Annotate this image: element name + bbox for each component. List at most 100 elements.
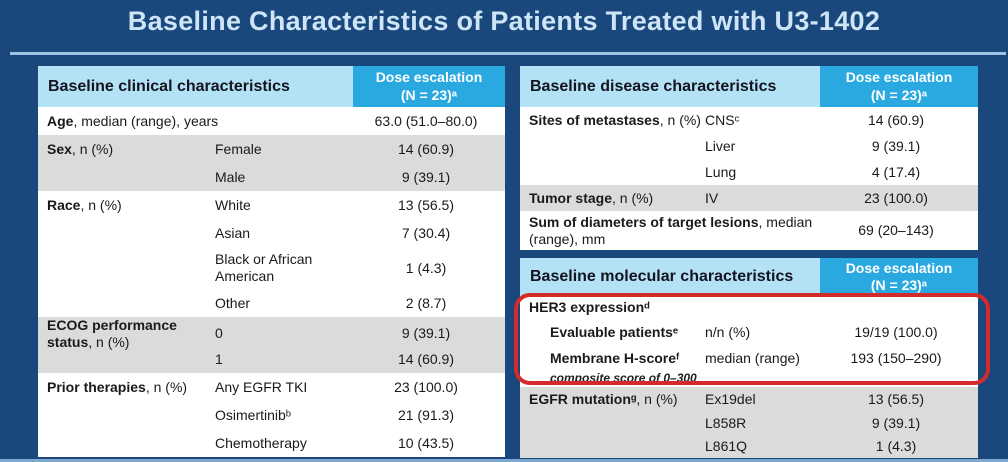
row-label: Evaluable patientsᵉ [550,324,679,341]
row-value: 1 (4.3) [405,259,447,276]
table-row: composite score of 0–300 [520,370,978,387]
row-sublabel: Lung [705,163,737,180]
row-label [38,247,215,289]
row-value: 69 (20–143) [858,222,934,239]
row-value: 9 (39.1) [871,137,921,154]
table-row: Membrane H-scoreᶠ median (range) 193 (150–… [520,346,978,370]
row-value: 13 (56.5) [397,196,455,213]
row-sublabel: Female [215,140,262,157]
row-value: 193 (150–290) [850,349,942,366]
row-value: 21 (91.3) [397,406,455,423]
row-sublabel: 1 [215,350,223,367]
row-label [520,133,705,159]
row-sublabel: n/n (%) [705,324,751,341]
table-header-row: Baseline molecular characteristics Dose … [520,258,978,296]
row-sublabel: Chemotherapy [215,434,307,451]
row-value: 9 (39.1) [871,414,921,431]
row-sublabel: Asian [215,224,251,241]
table-row: Liver 9 (39.1) [520,133,978,159]
row-label [38,429,215,457]
table-row: Male 9 (39.1) [38,163,505,191]
table-title: Baseline disease characteristics [520,66,820,107]
table-row: Race, n (%) White 13 (56.5) [38,191,505,219]
row-note: composite score of 0–300 [550,371,697,386]
row-label: Prior therapies, n (%) [47,378,188,395]
title-underline [10,52,1006,55]
row-label: Sex, n (%) [47,140,114,157]
table-title: Baseline clinical characteristics [38,66,353,107]
dose-escalation-n: (N = 23)ᵃ [870,277,928,293]
row-value: 7 (30.4) [401,224,451,241]
table-body: HER3 expressionᵈ Evaluable patientsᵉ n/n (… [520,296,978,458]
table-row: Age, median (range), years 63.0 (51.0–80.… [38,107,505,135]
row-label: Sum of diameters of target lesions, medi… [529,213,813,247]
row-label: Tumor stage, n (%) [529,189,654,206]
row-sublabel: Ex19del [705,390,756,407]
table-row: Sex, n (%) Female 14 (60.9) [38,135,505,163]
row-sublabel: IV [705,189,719,206]
table-header-row: Baseline clinical characteristics Dose e… [38,66,505,107]
table-body: Age, median (range), years 63.0 (51.0–80.… [38,107,505,457]
row-label [38,289,215,317]
table-row: HER3 expressionᵈ [520,296,978,319]
row-value: 23 (100.0) [394,378,458,395]
row-label [38,219,215,247]
row-label [38,401,215,429]
page-title: Baseline Characteristics of Patients Tre… [127,6,881,36]
slide-bottom-border [0,459,1008,462]
row-label: Race, n (%) [47,196,122,213]
row-sublabel: Liver [705,137,736,154]
table-row: Evaluable patientsᵉ n/n (%) 19/19 (100.0) [520,319,978,346]
table-row: Sites of metastases, n (%) CNSᶜ 14 (60.9) [520,107,978,133]
row-sublabel: median (range) [705,349,800,366]
dose-escalation-label: Dose escalation [845,259,953,276]
row-value: 1 (4.3) [875,438,917,455]
table-row: Other 2 (8.7) [38,289,505,317]
row-value: 63.0 (51.0–80.0) [374,112,478,129]
row-label: EGFR mutationᵍ, n (%) [529,390,678,407]
table-row: L861Q 1 (4.3) [520,435,978,458]
row-value: 14 (60.9) [867,111,925,128]
row-label [520,159,705,185]
row-sublabel: Any EGFR TKI [215,378,308,395]
table-row: L858R 9 (39.1) [520,411,978,435]
row-value: 10 (43.5) [397,434,455,451]
table-title: Baseline molecular characteristics [520,258,820,296]
row-sublabel: Other [215,294,251,311]
row-sublabel: 0 [215,325,223,342]
row-value: 19/19 (100.0) [854,324,938,341]
table-row: Asian 7 (30.4) [38,219,505,247]
table-row: 1 14 (60.9) [38,345,505,373]
table-row: EGFR mutationᵍ, n (%) Ex19del 13 (56.5) [520,387,978,411]
table-row: Chemotherapy 10 (43.5) [38,429,505,457]
row-sublabel: CNSᶜ [705,111,740,128]
table-row: ECOG performance status, n (%) 0 9 (39.1) [38,317,505,350]
row-value: 4 (17.4) [871,163,921,180]
molecular-characteristics-table: Baseline molecular characteristics Dose … [520,258,978,458]
table-row: Lung 4 (17.4) [520,159,978,185]
row-value: 23 (100.0) [864,189,928,206]
row-value: 14 (60.9) [397,350,455,367]
table-header-row: Baseline disease characteristics Dose es… [520,66,978,107]
row-label: ECOG performance status, n (%) [47,317,177,350]
row-sublabel: Male [215,168,246,185]
row-label: HER3 expressionᵈ [529,299,650,316]
row-sublabel: White [215,196,251,213]
row-label [38,345,215,373]
row-value: 9 (39.1) [401,325,451,342]
dose-escalation-column-header: Dose escalation (N = 23)ᵃ [820,258,978,296]
row-value: 2 (8.7) [405,294,447,311]
table-row: Tumor stage, n (%) IV 23 (100.0) [520,185,978,211]
dose-escalation-label: Dose escalation [845,69,953,85]
row-label [38,163,215,191]
row-label [520,411,705,435]
clinical-characteristics-table: Baseline clinical characteristics Dose e… [38,66,505,457]
row-label [520,435,705,458]
table-body: Sites of metastases, n (%) CNSᶜ 14 (60.9) L… [520,107,978,250]
dose-escalation-column-header: Dose escalation (N = 23)ᵃ [820,66,978,107]
table-row: Prior therapies, n (%) Any EGFR TKI 23 (10… [38,373,505,401]
disease-characteristics-table: Baseline disease characteristics Dose es… [520,66,978,250]
table-row: Black or African American 1 (4.3) [38,247,505,289]
row-sublabel: L858R [705,414,747,431]
